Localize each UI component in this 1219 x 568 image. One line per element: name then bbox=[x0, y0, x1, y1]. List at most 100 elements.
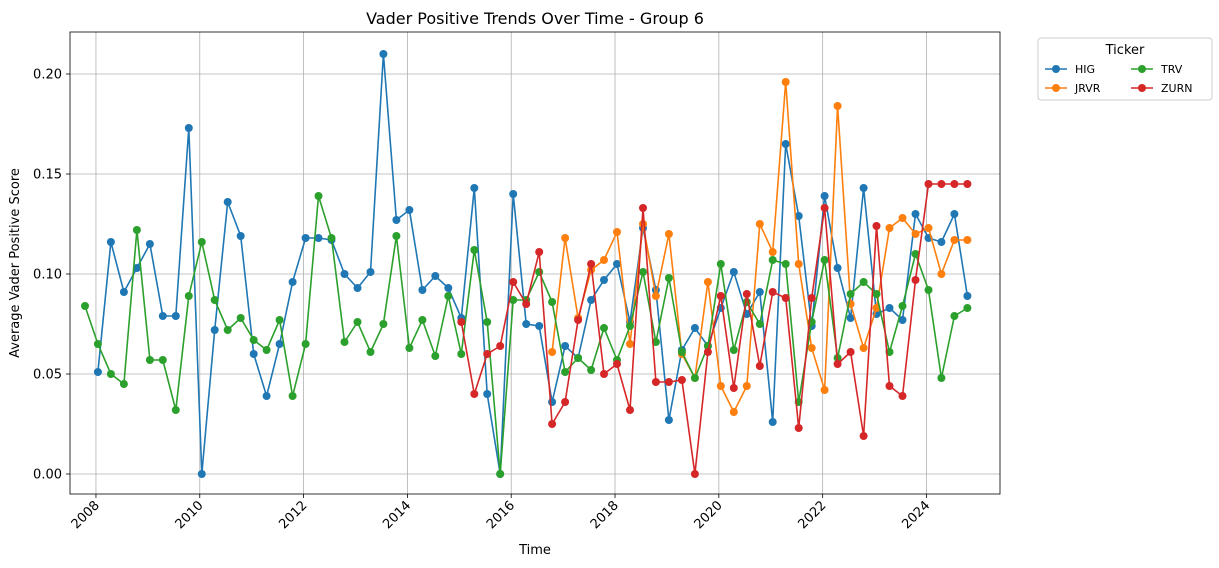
data-point-hig bbox=[535, 322, 544, 330]
data-point-zurn bbox=[651, 378, 660, 386]
data-point-jrvr bbox=[639, 220, 647, 228]
data-point-trv bbox=[496, 470, 505, 478]
y-tick-label: 0.10 bbox=[33, 268, 62, 283]
data-point-trv bbox=[950, 312, 959, 320]
data-point-trv bbox=[93, 340, 102, 348]
data-point-hig bbox=[963, 292, 972, 300]
data-point-hig bbox=[262, 392, 271, 400]
data-point-hig bbox=[937, 238, 946, 246]
x-tick-label: 2010 bbox=[173, 498, 207, 532]
y-axis-label: Average Vader Positive Score bbox=[8, 168, 23, 358]
data-point-hig bbox=[444, 284, 453, 292]
data-point-trv bbox=[314, 192, 323, 200]
data-point-jrvr bbox=[664, 230, 673, 238]
data-point-hig bbox=[898, 316, 907, 324]
data-point-trv bbox=[846, 290, 855, 298]
data-point-trv bbox=[405, 344, 414, 352]
data-point-hig bbox=[755, 288, 764, 296]
x-tick-label: 2024 bbox=[899, 498, 933, 532]
data-point-hig bbox=[950, 210, 959, 218]
data-point-zurn bbox=[690, 470, 699, 478]
data-point-trv bbox=[677, 348, 686, 356]
data-point-zurn bbox=[677, 376, 686, 384]
legend-label-jrvr: JRVR bbox=[1074, 82, 1101, 95]
legend-title: Ticker bbox=[1105, 43, 1145, 58]
data-point-trv bbox=[911, 250, 920, 258]
data-point-zurn bbox=[535, 248, 544, 256]
data-point-hig bbox=[911, 210, 920, 218]
series-layer bbox=[81, 50, 972, 478]
data-point-trv bbox=[197, 238, 206, 246]
data-point-trv bbox=[963, 304, 972, 312]
data-point-hig bbox=[846, 314, 855, 322]
data-point-jrvr bbox=[859, 344, 868, 352]
data-point-hig bbox=[729, 268, 738, 276]
data-point-hig bbox=[119, 288, 128, 296]
legend-item-zurn: ZURN bbox=[1131, 82, 1192, 95]
data-point-jrvr bbox=[807, 344, 816, 352]
legend-label-hig: HIG bbox=[1075, 63, 1095, 76]
data-point-trv bbox=[924, 286, 933, 294]
legend-box bbox=[1037, 37, 1213, 101]
data-point-zurn bbox=[496, 342, 505, 350]
data-point-zurn bbox=[755, 362, 764, 370]
data-point-trv bbox=[937, 374, 946, 382]
data-point-hig bbox=[132, 264, 141, 272]
data-point-hig bbox=[522, 320, 531, 328]
data-point-zurn bbox=[716, 292, 725, 300]
y-tick-label: 0.15 bbox=[33, 168, 62, 183]
grid-lines bbox=[70, 32, 1000, 494]
data-point-jrvr bbox=[898, 214, 907, 222]
data-point-zurn bbox=[561, 398, 570, 406]
data-point-hig bbox=[197, 470, 206, 478]
series-zurn bbox=[457, 180, 972, 478]
data-point-trv bbox=[171, 406, 180, 414]
y-tick-label: 0.20 bbox=[33, 68, 62, 83]
legend-label-trv: TRV bbox=[1160, 63, 1183, 76]
data-point-hig bbox=[885, 304, 894, 312]
data-point-trv bbox=[327, 234, 336, 242]
y-tick-label: 0.05 bbox=[33, 368, 62, 383]
data-point-jrvr bbox=[742, 382, 751, 390]
data-point-zurn bbox=[807, 294, 816, 302]
x-tick-label: 2016 bbox=[484, 498, 518, 532]
data-point-hig bbox=[561, 342, 570, 350]
data-point-trv bbox=[457, 350, 466, 358]
data-point-hig bbox=[794, 212, 803, 220]
data-point-trv bbox=[820, 256, 829, 264]
data-point-hig bbox=[106, 238, 115, 246]
data-point-zurn bbox=[963, 180, 972, 188]
data-point-hig bbox=[820, 192, 829, 200]
data-point-trv bbox=[379, 320, 388, 328]
data-point-hig bbox=[366, 268, 375, 276]
data-point-jrvr bbox=[613, 228, 621, 236]
data-point-zurn bbox=[457, 318, 466, 326]
data-point-trv bbox=[158, 356, 167, 364]
axes-frame bbox=[69, 31, 1001, 495]
data-point-hig bbox=[301, 234, 310, 242]
data-point-trv bbox=[651, 338, 660, 346]
legend-item-jrvr: JRVR bbox=[1045, 82, 1101, 95]
data-point-hig bbox=[859, 184, 868, 192]
data-point-zurn bbox=[885, 382, 894, 390]
data-point-hig bbox=[483, 390, 492, 398]
data-point-trv bbox=[366, 348, 375, 356]
data-point-jrvr bbox=[781, 78, 790, 86]
data-point-jrvr bbox=[548, 348, 557, 356]
data-point-jrvr bbox=[937, 270, 946, 278]
x-tick-label: 2018 bbox=[588, 498, 622, 532]
legend-items: HIG JRVR TRV ZURN bbox=[1045, 63, 1192, 95]
data-point-trv bbox=[81, 302, 89, 310]
data-point-trv bbox=[210, 296, 219, 304]
data-point-zurn bbox=[846, 348, 855, 356]
data-point-trv bbox=[418, 316, 427, 324]
data-point-hig bbox=[340, 270, 349, 278]
data-point-hig bbox=[249, 350, 258, 358]
data-point-trv bbox=[106, 370, 115, 378]
data-point-trv bbox=[574, 354, 583, 362]
data-point-trv bbox=[301, 340, 310, 348]
chart-title: Vader Positive Trends Over Time - Group … bbox=[366, 9, 704, 28]
data-point-jrvr bbox=[703, 278, 712, 286]
data-point-hig bbox=[613, 260, 621, 268]
data-point-trv bbox=[548, 298, 557, 306]
